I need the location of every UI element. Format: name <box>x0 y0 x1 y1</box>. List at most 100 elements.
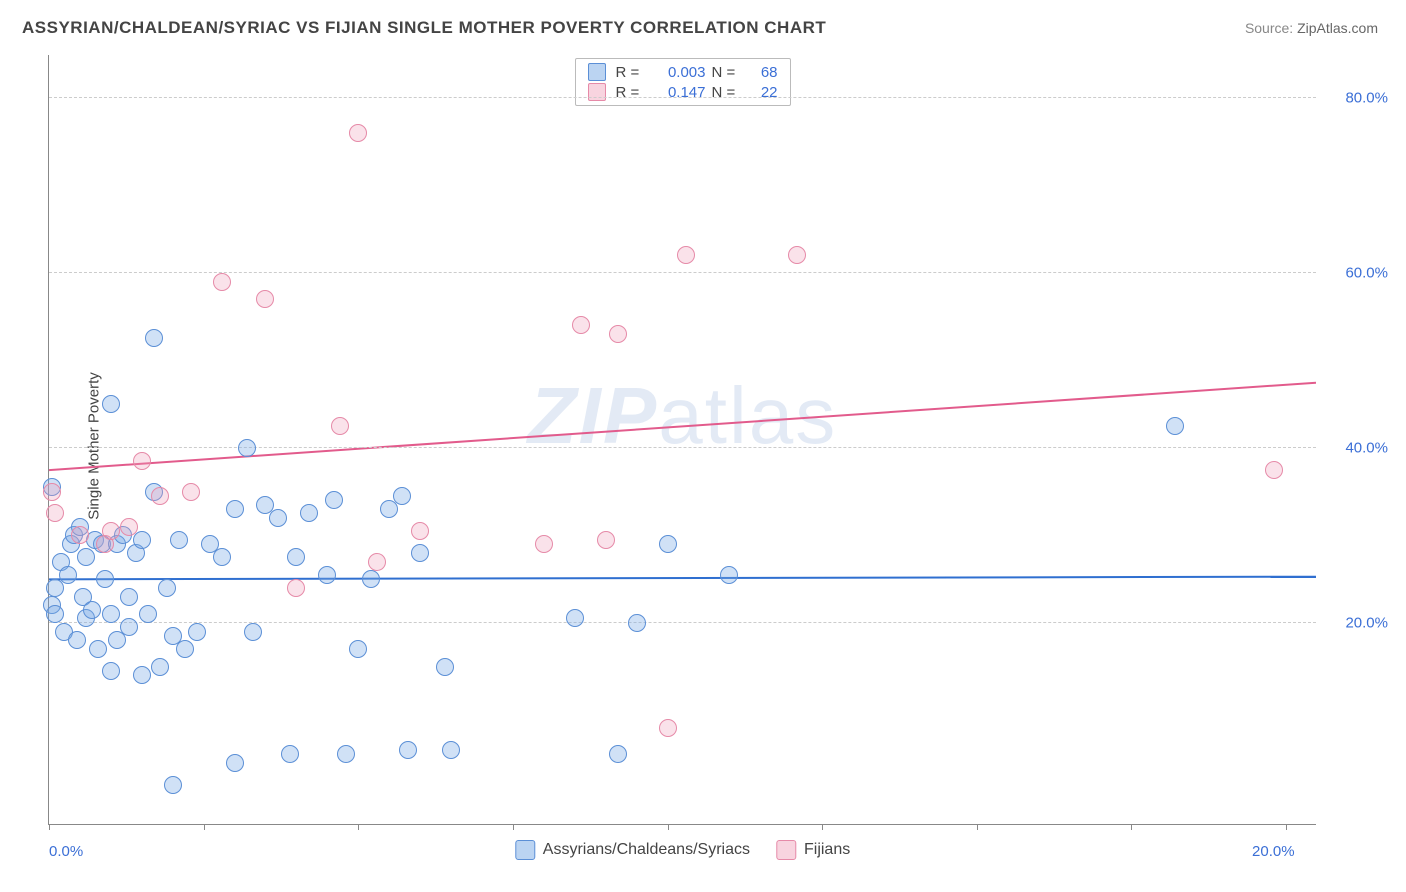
data-point <box>269 509 287 527</box>
data-point <box>609 325 627 343</box>
data-point <box>213 273 231 291</box>
data-point <box>46 605 64 623</box>
data-point <box>226 754 244 772</box>
data-point <box>59 566 77 584</box>
x-tick-mark <box>1131 824 1132 830</box>
legend-r-label: R = <box>616 64 644 81</box>
data-point <box>176 640 194 658</box>
legend-bottom-swatch-b <box>776 840 796 860</box>
data-point <box>337 745 355 763</box>
data-point <box>238 439 256 457</box>
watermark: ZIPatlas <box>528 370 837 462</box>
data-point <box>411 522 429 540</box>
legend-series-b-name: Fijians <box>804 841 850 859</box>
chart-title: ASSYRIAN/CHALDEAN/SYRIAC VS FIJIAN SINGL… <box>22 18 826 38</box>
data-point <box>349 640 367 658</box>
data-point <box>145 329 163 347</box>
legend-r-label-2: R = <box>616 84 644 101</box>
y-tick-label: 60.0% <box>1345 264 1388 281</box>
source-attribution: Source: ZipAtlas.com <box>1245 20 1378 36</box>
data-point <box>244 623 262 641</box>
data-point <box>281 745 299 763</box>
data-point <box>677 246 695 264</box>
gridline <box>49 97 1316 98</box>
x-tick-mark <box>977 824 978 830</box>
data-point <box>1166 417 1184 435</box>
data-point <box>535 535 553 553</box>
gridline <box>49 622 1316 623</box>
data-point <box>659 535 677 553</box>
data-point <box>609 745 627 763</box>
x-tick-mark <box>1286 824 1287 830</box>
data-point <box>368 553 386 571</box>
data-point <box>300 504 318 522</box>
data-point <box>788 246 806 264</box>
data-point <box>287 579 305 597</box>
legend-r-b: 0.147 <box>650 84 706 101</box>
legend-n-a: 68 <box>746 64 778 81</box>
data-point <box>362 570 380 588</box>
data-point <box>102 522 120 540</box>
data-point <box>256 290 274 308</box>
data-point <box>170 531 188 549</box>
legend-series: Assyrians/Chaldeans/Syriacs Fijians <box>515 840 850 860</box>
data-point <box>120 618 138 636</box>
data-point <box>102 605 120 623</box>
data-point <box>325 491 343 509</box>
x-tick-mark <box>822 824 823 830</box>
data-point <box>399 741 417 759</box>
trend-line <box>49 383 1316 470</box>
trend-line <box>49 577 1316 580</box>
data-point <box>436 658 454 676</box>
y-tick-label: 80.0% <box>1345 89 1388 106</box>
y-tick-label: 40.0% <box>1345 439 1388 456</box>
legend-bottom-swatch-a <box>515 840 535 860</box>
data-point <box>139 605 157 623</box>
data-point <box>77 548 95 566</box>
y-tick-label: 20.0% <box>1345 614 1388 631</box>
data-point <box>628 614 646 632</box>
data-point <box>226 500 244 518</box>
legend-n-b: 22 <box>746 84 778 101</box>
data-point <box>188 623 206 641</box>
data-point <box>213 548 231 566</box>
data-point <box>46 504 64 522</box>
x-tick-mark <box>204 824 205 830</box>
data-point <box>182 483 200 501</box>
x-tick-mark <box>668 824 669 830</box>
legend-swatch-a <box>588 63 606 81</box>
data-point <box>83 601 101 619</box>
gridline <box>49 272 1316 273</box>
data-point <box>287 548 305 566</box>
legend-n-label-2: N = <box>712 84 740 101</box>
data-point <box>68 631 86 649</box>
plot-area: ZIPatlas R = 0.003 N = 68 R = 0.147 N = … <box>48 55 1316 825</box>
data-point <box>566 609 584 627</box>
data-point <box>133 452 151 470</box>
trend-lines-svg <box>49 55 1316 824</box>
data-point <box>164 776 182 794</box>
data-point <box>349 124 367 142</box>
data-point <box>442 741 460 759</box>
x-tick-mark <box>513 824 514 830</box>
legend-item-b: Fijians <box>776 840 850 860</box>
data-point <box>720 566 738 584</box>
data-point <box>102 662 120 680</box>
x-tick-label: 20.0% <box>1252 843 1295 860</box>
source-label: Source: <box>1245 20 1293 36</box>
data-point <box>318 566 336 584</box>
legend-item-a: Assyrians/Chaldeans/Syriacs <box>515 840 750 860</box>
data-point <box>120 518 138 536</box>
x-tick-label: 0.0% <box>49 843 83 860</box>
data-point <box>96 570 114 588</box>
data-point <box>411 544 429 562</box>
x-tick-mark <box>358 824 359 830</box>
data-point <box>158 579 176 597</box>
data-point <box>133 666 151 684</box>
legend-r-a: 0.003 <box>650 64 706 81</box>
data-point <box>151 487 169 505</box>
source-name: ZipAtlas.com <box>1297 20 1378 36</box>
data-point <box>597 531 615 549</box>
data-point <box>89 640 107 658</box>
data-point <box>572 316 590 334</box>
